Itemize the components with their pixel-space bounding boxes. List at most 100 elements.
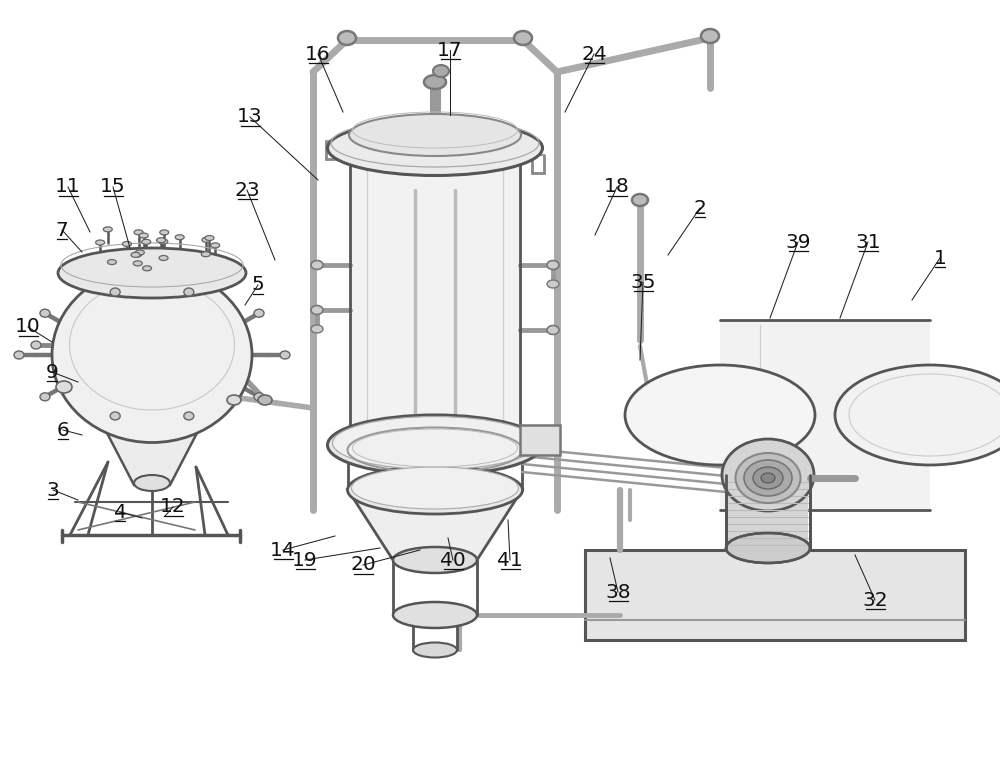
- Ellipse shape: [736, 453, 800, 503]
- Ellipse shape: [31, 341, 41, 349]
- Ellipse shape: [393, 547, 477, 573]
- Ellipse shape: [726, 533, 810, 563]
- Text: 41: 41: [497, 550, 523, 569]
- Ellipse shape: [159, 255, 168, 260]
- Ellipse shape: [227, 395, 241, 405]
- Text: 20: 20: [350, 556, 376, 575]
- Bar: [350, 148, 520, 430]
- Text: 7: 7: [56, 220, 68, 239]
- Ellipse shape: [184, 288, 194, 296]
- Ellipse shape: [254, 393, 264, 400]
- Bar: [720, 320, 930, 510]
- Ellipse shape: [40, 309, 50, 317]
- Ellipse shape: [157, 238, 166, 243]
- Text: 31: 31: [855, 232, 881, 251]
- Ellipse shape: [133, 261, 142, 266]
- Ellipse shape: [761, 473, 775, 483]
- Text: 4: 4: [114, 503, 126, 522]
- Ellipse shape: [338, 31, 356, 45]
- Ellipse shape: [131, 252, 140, 257]
- Ellipse shape: [413, 643, 457, 658]
- Ellipse shape: [311, 260, 323, 269]
- Ellipse shape: [134, 230, 143, 235]
- Text: 3: 3: [47, 481, 59, 500]
- Ellipse shape: [280, 351, 290, 359]
- Ellipse shape: [211, 243, 220, 248]
- Ellipse shape: [122, 241, 131, 247]
- Text: 23: 23: [234, 180, 260, 200]
- Ellipse shape: [133, 252, 142, 257]
- Ellipse shape: [349, 114, 521, 156]
- Ellipse shape: [159, 239, 168, 244]
- Ellipse shape: [701, 29, 719, 43]
- Ellipse shape: [393, 602, 477, 628]
- Ellipse shape: [205, 235, 214, 241]
- Ellipse shape: [254, 309, 264, 317]
- Ellipse shape: [175, 235, 184, 240]
- Ellipse shape: [40, 393, 50, 400]
- Polygon shape: [585, 550, 965, 640]
- Text: 15: 15: [100, 177, 126, 197]
- Ellipse shape: [184, 412, 194, 420]
- Text: 19: 19: [292, 550, 318, 569]
- Ellipse shape: [547, 326, 559, 335]
- Ellipse shape: [311, 306, 323, 314]
- Ellipse shape: [14, 351, 24, 359]
- Ellipse shape: [96, 240, 105, 245]
- Ellipse shape: [547, 280, 559, 288]
- Text: 6: 6: [57, 420, 69, 440]
- Ellipse shape: [134, 475, 170, 491]
- Text: 39: 39: [785, 232, 811, 251]
- Ellipse shape: [142, 239, 151, 245]
- Text: 13: 13: [237, 107, 263, 126]
- Text: 9: 9: [46, 363, 58, 382]
- Text: 17: 17: [437, 41, 463, 60]
- Text: 24: 24: [581, 45, 607, 64]
- Ellipse shape: [332, 416, 538, 469]
- Text: 16: 16: [305, 45, 331, 64]
- Ellipse shape: [348, 466, 522, 514]
- Ellipse shape: [514, 31, 532, 45]
- Ellipse shape: [328, 415, 542, 475]
- Ellipse shape: [835, 365, 1000, 465]
- Ellipse shape: [744, 460, 792, 496]
- Text: 10: 10: [15, 317, 41, 337]
- Ellipse shape: [135, 250, 144, 255]
- Polygon shape: [348, 490, 522, 560]
- Text: 38: 38: [605, 582, 631, 602]
- Bar: [520, 425, 560, 455]
- Ellipse shape: [258, 395, 272, 405]
- Text: 40: 40: [440, 550, 466, 569]
- Ellipse shape: [56, 381, 72, 393]
- Ellipse shape: [625, 365, 815, 465]
- Ellipse shape: [103, 227, 112, 232]
- Text: 32: 32: [862, 590, 888, 609]
- Ellipse shape: [107, 260, 116, 264]
- Ellipse shape: [143, 266, 152, 271]
- Ellipse shape: [202, 237, 211, 242]
- Ellipse shape: [632, 194, 648, 206]
- Ellipse shape: [722, 439, 814, 511]
- Ellipse shape: [58, 248, 246, 298]
- Ellipse shape: [547, 260, 559, 269]
- Ellipse shape: [52, 267, 252, 443]
- Text: 1: 1: [934, 248, 946, 267]
- Ellipse shape: [328, 120, 542, 176]
- Ellipse shape: [160, 230, 169, 235]
- Ellipse shape: [433, 65, 449, 77]
- Text: 12: 12: [160, 497, 186, 516]
- Ellipse shape: [110, 288, 120, 296]
- Ellipse shape: [753, 467, 783, 489]
- Text: 18: 18: [604, 177, 630, 197]
- Bar: [728, 476, 808, 548]
- Ellipse shape: [139, 233, 148, 238]
- Ellipse shape: [201, 252, 210, 257]
- Ellipse shape: [110, 412, 120, 420]
- Ellipse shape: [424, 75, 446, 89]
- Text: 35: 35: [630, 273, 656, 291]
- Ellipse shape: [352, 467, 518, 509]
- Text: 14: 14: [270, 540, 296, 559]
- Ellipse shape: [311, 325, 323, 333]
- Polygon shape: [107, 433, 197, 485]
- Text: 11: 11: [55, 177, 81, 197]
